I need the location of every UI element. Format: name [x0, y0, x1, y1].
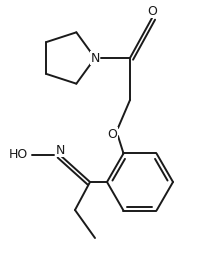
Text: O: O	[146, 5, 156, 18]
Text: HO: HO	[8, 149, 27, 162]
Text: N: N	[55, 144, 64, 156]
Text: N: N	[90, 52, 99, 65]
Text: O: O	[107, 128, 116, 140]
